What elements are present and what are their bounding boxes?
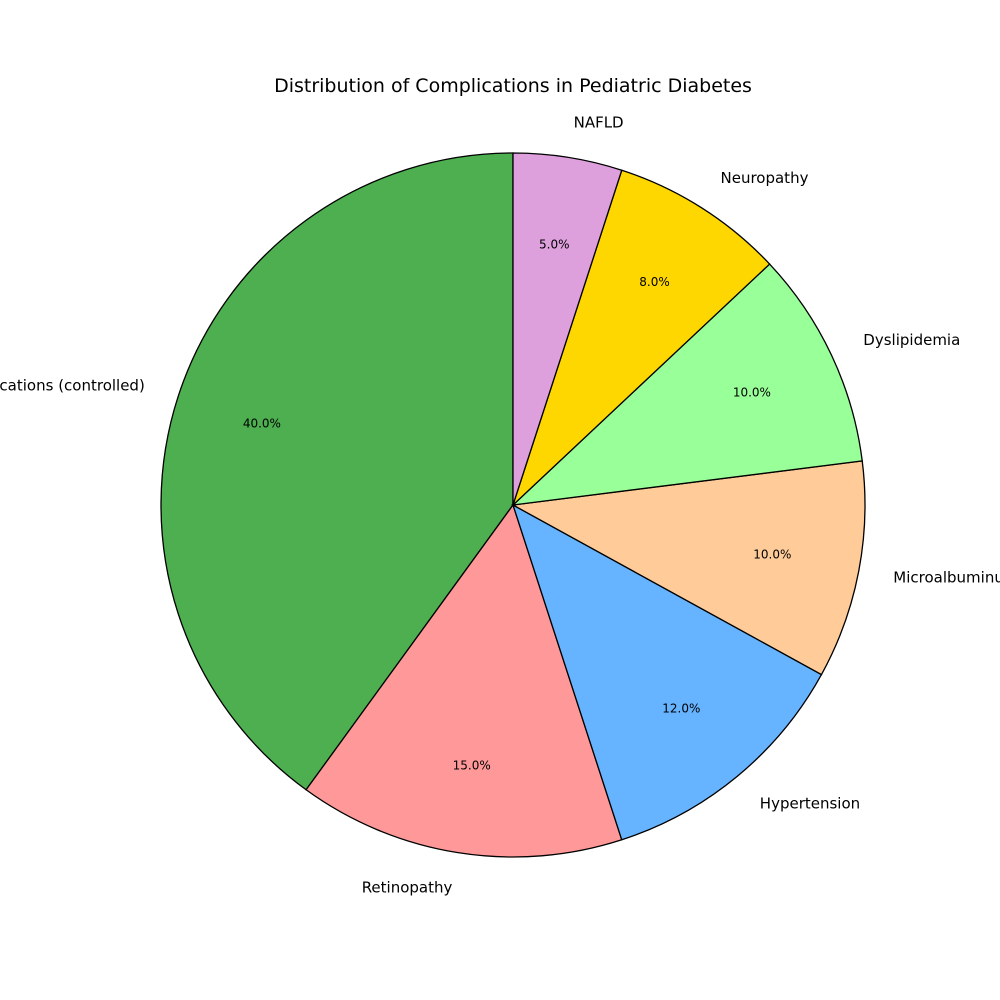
slice-percent-hypertension: 12.0%: [662, 701, 700, 715]
pie-slices: [160, 152, 866, 858]
slice-label-no-complications-controlled: No complications (controlled): [0, 376, 145, 394]
pie-slice-nafld: [512, 152, 623, 506]
slice-label-nafld: NAFLD: [574, 114, 624, 132]
slice-percent-dyslipidemia: 10.0%: [733, 386, 771, 400]
pie-labels: No complications (controlled) 40.0% Retino…: [0, 114, 1000, 897]
slice-percent-no-complications-controlled: 40.0%: [243, 416, 281, 430]
slice-percent-retinopathy: 15.0%: [453, 759, 491, 773]
pie-slice-hypertension: [511, 503, 823, 841]
slice-label-retinopathy: Retinopathy: [362, 878, 453, 896]
pie-slice-retinopathy: [305, 503, 623, 858]
slice-percent-neuropathy: 8.0%: [639, 275, 670, 289]
pie-slice-microalbuminuria: [510, 460, 866, 676]
slice-label-dyslipidemia: Dyslipidemia: [863, 331, 960, 349]
slice-label-neuropathy: Neuropathy: [721, 169, 809, 187]
pie-slice-no-complications-controlled: [160, 152, 514, 791]
slice-percent-microalbuminuria: 10.0%: [753, 548, 791, 562]
slice-label-microalbuminuria: Microalbuminuria: [893, 569, 1000, 587]
slice-label-hypertension: Hypertension: [760, 794, 860, 812]
pie-slice-neuropathy: [512, 169, 771, 506]
slice-percent-nafld: 5.0%: [539, 237, 570, 251]
pie-slice-dyslipidemia: [511, 263, 863, 506]
chart-title: Distribution of Complications in Pediatr…: [274, 75, 752, 97]
